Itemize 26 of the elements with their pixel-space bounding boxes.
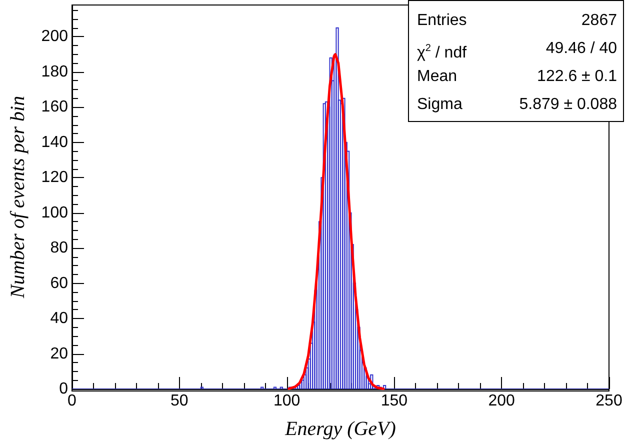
annotation: 49.46 / 40 — [546, 39, 617, 59]
annotation: 5.879 ± 0.088 — [519, 95, 617, 115]
y-tick-label: 40 — [50, 310, 68, 328]
annotation: 122.6 ± 0.1 — [537, 67, 617, 87]
x-tick-label: 50 — [170, 392, 188, 410]
x-tick-label: 100 — [273, 392, 300, 410]
y-tick-label: 60 — [50, 274, 68, 292]
y-tick-label: 0 — [59, 380, 68, 398]
x-tick-label: 150 — [380, 392, 408, 410]
annotation: Entries — [417, 11, 467, 31]
annotation: Mean — [417, 67, 458, 87]
y-tick-label: 180 — [41, 63, 68, 80]
annotation: 2867 — [581, 11, 617, 31]
x-axis-title: Energy (GeV) — [284, 418, 396, 440]
y-axis-title: Number of events per bin — [7, 96, 29, 300]
y-tick-label: 20 — [50, 345, 68, 362]
annotation: Sigma — [417, 95, 462, 115]
annotation: χ$^{2}$ / ndf — [417, 42, 467, 63]
x-tick-label: 250 — [596, 392, 622, 410]
y-tick-label: 80 — [50, 240, 68, 257]
x-tick-label: 200 — [488, 392, 516, 410]
y-tick-label: 160 — [41, 98, 68, 116]
y-tick-label: 140 — [41, 134, 68, 151]
y-tick-label: 120 — [41, 169, 68, 186]
y-tick-label: 100 — [41, 204, 68, 222]
y-tick-label: 200 — [41, 28, 68, 46]
